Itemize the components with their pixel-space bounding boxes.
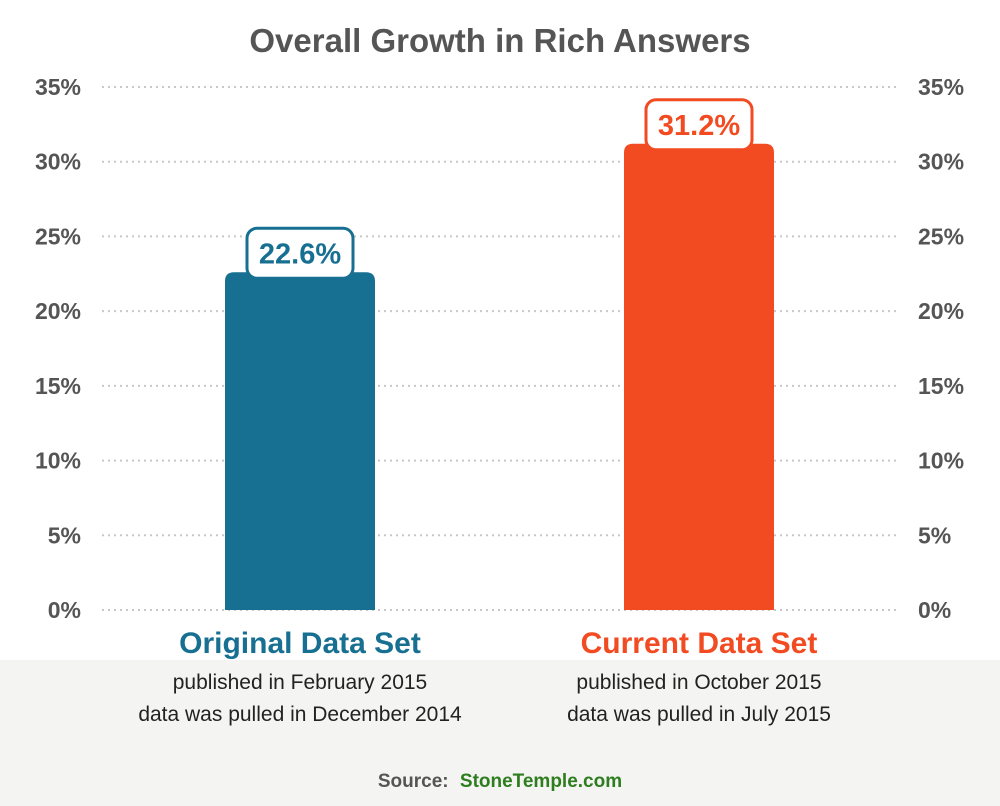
y-tick-label-right: 5% [918,522,951,548]
y-tick-label-right: 20% [918,298,964,324]
category-subtitle: published in October 2015 [576,671,821,694]
y-tick-label-left: 10% [35,448,81,474]
source-line: Source: StoneTemple.com [378,771,622,792]
y-tick-label-right: 30% [918,149,964,175]
category-labels: Original Data Set published in February 2… [138,627,831,726]
category-subtitle: data was pulled in July 2015 [567,703,831,726]
bar [225,272,375,610]
chart-title: Overall Growth in Rich Answers [249,22,750,59]
source-name[interactable]: StoneTemple.com [460,771,622,792]
y-tick-label-left: 20% [35,298,81,324]
y-tick-label-left: 0% [48,597,81,623]
source-prefix: Source: [378,771,449,792]
y-axis-ticks: 0% 0% 5% 5% 10% 10% 15% 15% 20% 20% 25% 25% 30% 30% 35… [35,74,964,623]
data-label: 31.2% [658,110,740,142]
category-label: Original Data Set [179,627,421,660]
data-label: 22.6% [259,238,341,270]
y-tick-label-right: 15% [918,373,964,399]
y-tick-label-right: 10% [918,448,964,474]
category-subtitle: published in February 2015 [173,671,428,694]
y-tick-label-left: 25% [35,223,81,249]
bar [624,143,774,611]
category-label: Current Data Set [581,627,818,660]
y-tick-label-left: 30% [35,149,81,175]
data-label-box [644,98,754,152]
category-subtitle: data was pulled in December 2014 [138,703,462,726]
footer-band [0,660,1000,806]
y-tick-label-left: 5% [48,522,81,548]
y-tick-label-right: 35% [918,74,964,100]
y-tick-label-right: 25% [918,223,964,249]
data-label-box [245,226,355,280]
gridlines [102,86,898,611]
bars: 22.6% 31.2% [225,98,774,611]
y-tick-label-right: 0% [918,597,951,623]
y-tick-label-left: 15% [35,373,81,399]
y-tick-label-left: 35% [35,74,81,100]
